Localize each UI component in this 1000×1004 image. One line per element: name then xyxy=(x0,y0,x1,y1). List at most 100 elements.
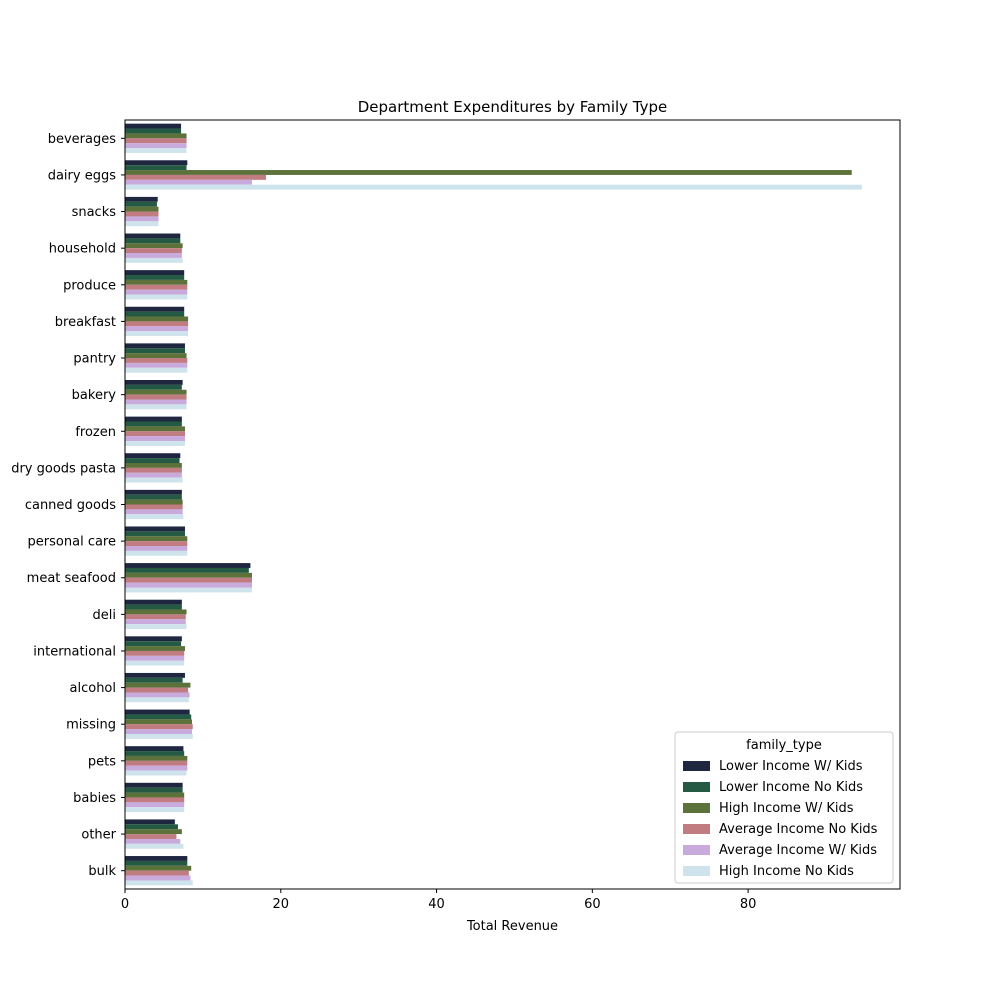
bar xyxy=(125,672,185,678)
bar xyxy=(125,472,182,478)
bar xyxy=(125,860,188,866)
bar xyxy=(125,384,182,390)
bar xyxy=(125,567,249,573)
bar xyxy=(125,289,188,295)
bar xyxy=(125,819,175,825)
bar xyxy=(125,174,266,180)
bar xyxy=(125,563,251,568)
bar xyxy=(125,179,252,185)
bar xyxy=(125,746,184,752)
bar xyxy=(125,321,189,327)
bar xyxy=(125,587,252,593)
bar xyxy=(125,572,252,578)
bar xyxy=(125,729,192,734)
bar xyxy=(125,531,185,537)
y-tick-label: beverages xyxy=(48,132,117,147)
y-tick-label: bakery xyxy=(72,388,117,403)
bar xyxy=(125,467,182,473)
y-tick-label: dairy eggs xyxy=(48,168,117,183)
x-tick-label: 0 xyxy=(121,897,129,912)
y-tick-label: dry goods pasta xyxy=(11,461,116,476)
y-tick-label: international xyxy=(33,644,116,659)
bar xyxy=(125,655,185,661)
bar xyxy=(125,143,187,149)
bar xyxy=(125,404,187,410)
y-tick-label: pantry xyxy=(73,352,116,367)
bar xyxy=(125,514,184,520)
bar xyxy=(125,326,189,332)
bar xyxy=(125,233,181,239)
y-tick-label: deli xyxy=(93,608,116,623)
bar xyxy=(125,624,187,630)
bar xyxy=(125,787,183,793)
y-tick-label: produce xyxy=(63,278,116,293)
y-tick-label: bulk xyxy=(88,864,116,879)
legend: family_type Lower Income W/ Kids Lower Inc… xyxy=(674,731,894,884)
bar xyxy=(125,660,185,666)
legend-entry-label: Lower Income W/ Kids xyxy=(719,759,863,774)
bar xyxy=(125,824,178,830)
bar xyxy=(125,211,159,217)
bar xyxy=(125,248,182,254)
bar xyxy=(125,677,183,683)
bar xyxy=(125,138,187,144)
bar xyxy=(125,604,182,610)
bar xyxy=(125,431,185,437)
bar xyxy=(125,379,183,385)
bar xyxy=(125,829,182,835)
bar xyxy=(125,489,182,495)
bar xyxy=(125,751,185,756)
y-tick-label: personal care xyxy=(28,535,116,550)
legend-swatch xyxy=(683,866,710,876)
legend-swatch xyxy=(683,761,710,771)
legend-entry-label: Average Income W/ Kids xyxy=(719,843,877,858)
y-tick-label: frozen xyxy=(75,425,116,440)
bar xyxy=(125,526,185,532)
bar xyxy=(125,196,158,202)
legend-title: family_type xyxy=(746,738,822,753)
x-axis: 0 20 40 60 80 xyxy=(121,889,756,912)
bar xyxy=(125,206,159,212)
bar xyxy=(125,243,183,249)
bar xyxy=(125,201,157,207)
y-tick-label: babies xyxy=(73,791,116,806)
bar xyxy=(125,416,182,422)
bar xyxy=(125,499,183,505)
bar xyxy=(125,148,187,153)
bar xyxy=(125,619,186,625)
y-tick-label: snacks xyxy=(72,205,117,220)
bar xyxy=(125,536,188,542)
bar xyxy=(125,582,252,588)
bar xyxy=(125,128,182,134)
bar xyxy=(125,834,177,839)
bar xyxy=(125,133,187,139)
bar xyxy=(125,875,191,881)
bar xyxy=(125,802,185,808)
bar xyxy=(125,238,181,244)
legend-swatch xyxy=(683,845,710,855)
bar xyxy=(125,221,159,227)
legend-swatch xyxy=(683,824,710,834)
bar xyxy=(125,650,185,656)
bar xyxy=(125,614,186,620)
bar xyxy=(125,797,185,803)
y-tick-label: meat seafood xyxy=(27,571,116,586)
bar xyxy=(125,394,187,400)
legend-entry-label: Lower Income No Kids xyxy=(719,780,863,795)
bar xyxy=(125,353,187,359)
bar xyxy=(125,865,192,871)
bar xyxy=(125,343,185,349)
bar xyxy=(125,550,188,556)
bar xyxy=(125,284,188,290)
bar xyxy=(125,275,185,280)
bar xyxy=(125,856,188,861)
bar xyxy=(125,184,862,190)
bar xyxy=(125,123,182,129)
bar xyxy=(125,770,187,776)
bar xyxy=(125,453,181,459)
y-tick-label: pets xyxy=(88,754,116,769)
bar xyxy=(125,709,190,715)
y-tick-label: canned goods xyxy=(25,498,116,513)
bar xyxy=(125,733,193,739)
